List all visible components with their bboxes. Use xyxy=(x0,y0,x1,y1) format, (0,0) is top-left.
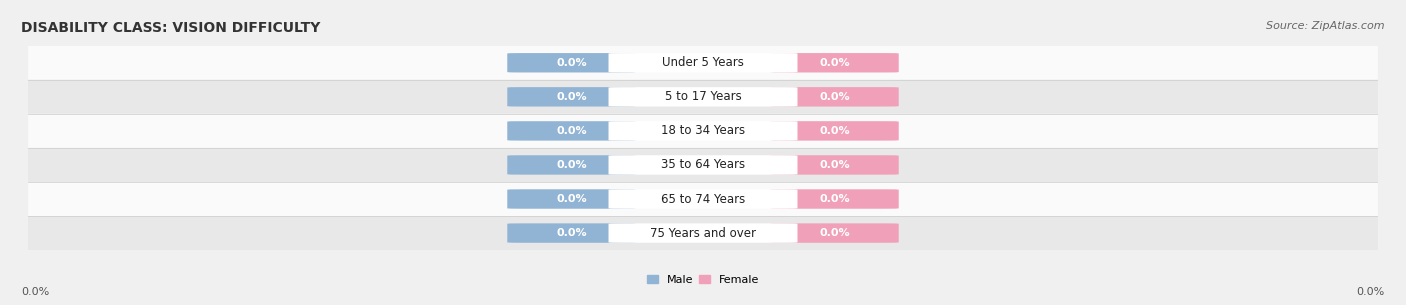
FancyBboxPatch shape xyxy=(28,182,1378,216)
FancyBboxPatch shape xyxy=(28,46,1378,80)
Text: 65 to 74 Years: 65 to 74 Years xyxy=(661,192,745,206)
Text: 0.0%: 0.0% xyxy=(820,92,849,102)
Text: 0.0%: 0.0% xyxy=(820,228,849,238)
FancyBboxPatch shape xyxy=(28,114,1378,148)
FancyBboxPatch shape xyxy=(28,216,1378,250)
FancyBboxPatch shape xyxy=(609,223,797,243)
Text: 0.0%: 0.0% xyxy=(557,58,586,68)
Text: 75 Years and over: 75 Years and over xyxy=(650,227,756,239)
FancyBboxPatch shape xyxy=(609,121,797,141)
FancyBboxPatch shape xyxy=(508,87,636,106)
Text: 0.0%: 0.0% xyxy=(820,126,849,136)
Text: 0.0%: 0.0% xyxy=(820,58,849,68)
Text: Source: ZipAtlas.com: Source: ZipAtlas.com xyxy=(1267,21,1385,31)
FancyBboxPatch shape xyxy=(770,87,898,106)
FancyBboxPatch shape xyxy=(770,53,898,73)
Text: Under 5 Years: Under 5 Years xyxy=(662,56,744,69)
Text: 5 to 17 Years: 5 to 17 Years xyxy=(665,90,741,103)
FancyBboxPatch shape xyxy=(609,189,797,209)
FancyBboxPatch shape xyxy=(28,148,1378,182)
FancyBboxPatch shape xyxy=(770,223,898,243)
Text: 0.0%: 0.0% xyxy=(820,194,849,204)
Legend: Male, Female: Male, Female xyxy=(643,271,763,289)
FancyBboxPatch shape xyxy=(770,121,898,141)
Text: 35 to 64 Years: 35 to 64 Years xyxy=(661,159,745,171)
FancyBboxPatch shape xyxy=(508,53,636,73)
Text: 0.0%: 0.0% xyxy=(557,194,586,204)
FancyBboxPatch shape xyxy=(609,87,797,106)
FancyBboxPatch shape xyxy=(770,189,898,209)
Text: 0.0%: 0.0% xyxy=(557,228,586,238)
Text: 0.0%: 0.0% xyxy=(557,126,586,136)
Text: 0.0%: 0.0% xyxy=(557,92,586,102)
Text: 0.0%: 0.0% xyxy=(1357,287,1385,297)
Text: 0.0%: 0.0% xyxy=(820,160,849,170)
FancyBboxPatch shape xyxy=(28,80,1378,114)
FancyBboxPatch shape xyxy=(508,155,636,175)
FancyBboxPatch shape xyxy=(508,121,636,141)
FancyBboxPatch shape xyxy=(508,223,636,243)
FancyBboxPatch shape xyxy=(609,53,797,73)
Text: 18 to 34 Years: 18 to 34 Years xyxy=(661,124,745,137)
FancyBboxPatch shape xyxy=(609,155,797,175)
Text: 0.0%: 0.0% xyxy=(21,287,49,297)
Text: DISABILITY CLASS: VISION DIFFICULTY: DISABILITY CLASS: VISION DIFFICULTY xyxy=(21,21,321,35)
FancyBboxPatch shape xyxy=(508,189,636,209)
Text: 0.0%: 0.0% xyxy=(557,160,586,170)
FancyBboxPatch shape xyxy=(770,155,898,175)
